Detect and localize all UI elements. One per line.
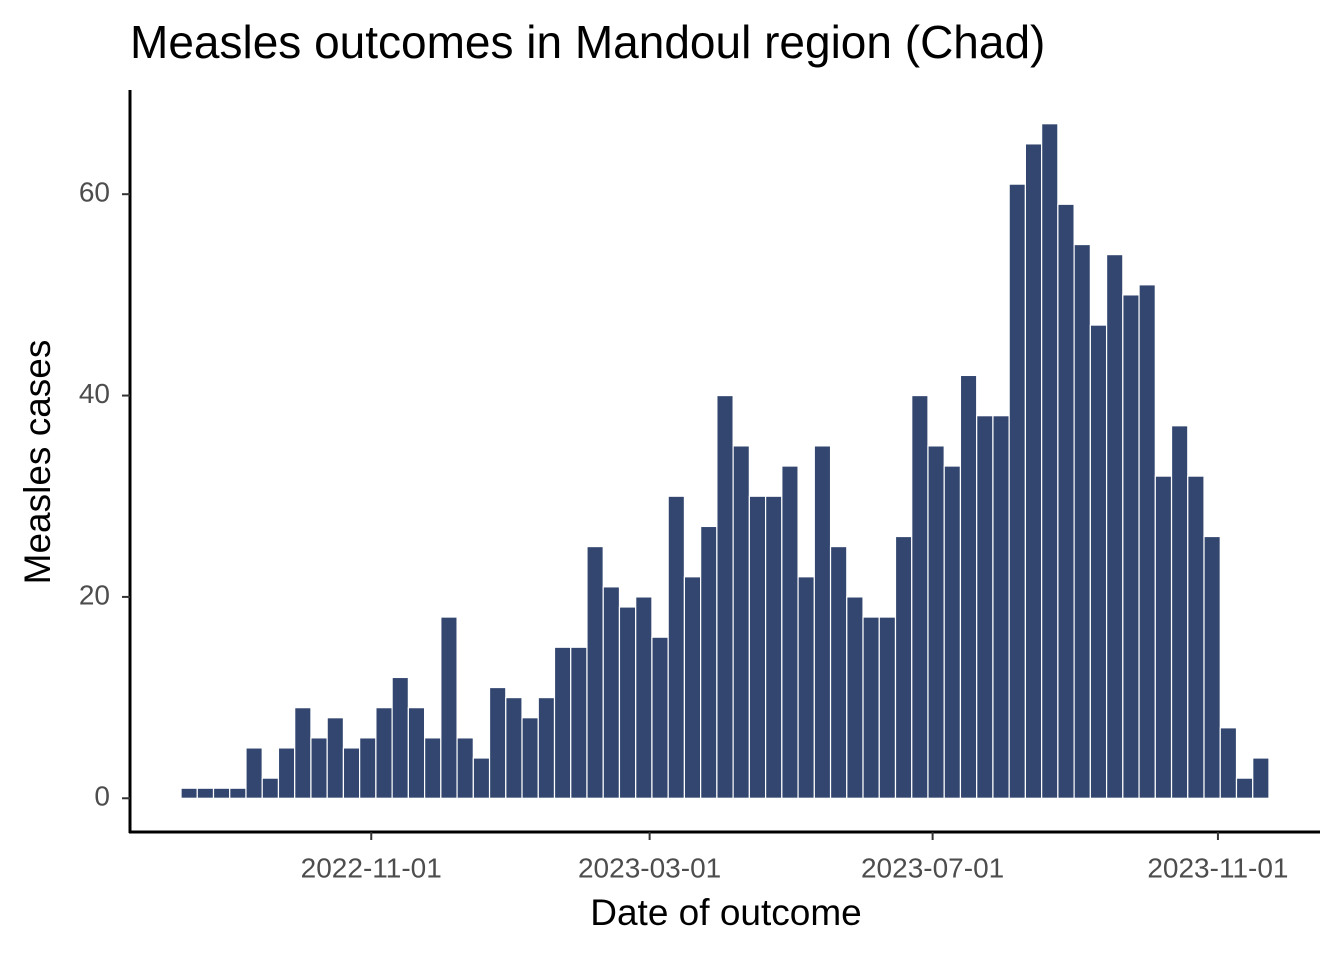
bar bbox=[1170, 425, 1189, 799]
bar bbox=[180, 787, 198, 799]
bar bbox=[651, 636, 669, 799]
bar bbox=[602, 586, 621, 799]
bar bbox=[1105, 254, 1124, 799]
x-tick-label: 2022-11-01 bbox=[301, 852, 442, 883]
bar bbox=[521, 717, 539, 799]
bar bbox=[1219, 727, 1238, 799]
bar bbox=[781, 465, 799, 799]
bar bbox=[570, 646, 588, 799]
bar bbox=[764, 495, 783, 799]
bar bbox=[894, 535, 913, 799]
y-axis-title: Measles cases bbox=[17, 340, 58, 585]
bar bbox=[342, 747, 361, 799]
bar bbox=[553, 646, 572, 799]
bar bbox=[1073, 243, 1091, 799]
y-tick-label: 20 bbox=[79, 579, 110, 610]
x-tick-label: 2023-07-01 bbox=[861, 852, 1004, 883]
bar bbox=[196, 787, 215, 799]
y-tick-label: 0 bbox=[94, 781, 110, 812]
bar bbox=[700, 525, 718, 799]
bar bbox=[992, 415, 1010, 799]
bar bbox=[245, 747, 263, 799]
bar bbox=[537, 696, 556, 799]
bar bbox=[976, 415, 994, 799]
bar bbox=[1122, 294, 1140, 799]
bar bbox=[1138, 284, 1156, 799]
bar bbox=[505, 696, 523, 799]
bar bbox=[456, 737, 474, 799]
bar bbox=[472, 757, 491, 799]
x-axis-title: Date of outcome bbox=[590, 892, 861, 933]
bar bbox=[1041, 123, 1059, 799]
bar bbox=[375, 707, 393, 799]
x-tick-label: 2023-11-01 bbox=[1147, 852, 1288, 883]
bar bbox=[667, 495, 686, 799]
bar bbox=[846, 596, 864, 799]
bar bbox=[488, 686, 507, 799]
bar bbox=[229, 787, 247, 799]
bar bbox=[813, 445, 832, 799]
bar bbox=[407, 707, 426, 799]
bar bbox=[1024, 143, 1043, 799]
bar bbox=[424, 737, 442, 799]
bar bbox=[277, 747, 296, 799]
bar bbox=[440, 616, 458, 799]
bar bbox=[683, 576, 702, 799]
bar bbox=[878, 616, 897, 799]
bar bbox=[911, 394, 929, 799]
bar bbox=[732, 445, 750, 799]
bar bbox=[310, 737, 328, 799]
bar bbox=[635, 596, 653, 799]
bar bbox=[1057, 203, 1075, 799]
bar bbox=[716, 394, 734, 799]
bar bbox=[927, 445, 945, 799]
bar bbox=[1187, 475, 1205, 799]
x-tick-label: 2023-03-01 bbox=[578, 852, 721, 883]
bar bbox=[797, 576, 815, 799]
y-tick-label: 60 bbox=[79, 177, 110, 208]
bar bbox=[943, 465, 962, 799]
bar bbox=[391, 676, 409, 799]
bar bbox=[959, 374, 978, 799]
bar bbox=[294, 707, 312, 799]
bar bbox=[212, 787, 231, 799]
bar bbox=[1252, 757, 1270, 799]
bar bbox=[862, 616, 880, 799]
bar bbox=[1203, 535, 1221, 799]
bar bbox=[359, 737, 377, 799]
y-tick-label: 40 bbox=[79, 378, 110, 409]
bar bbox=[586, 545, 604, 799]
bar bbox=[1235, 777, 1254, 799]
bar bbox=[829, 545, 848, 799]
bar bbox=[1089, 324, 1108, 799]
bar bbox=[618, 606, 637, 799]
bar bbox=[326, 717, 345, 799]
bar bbox=[1154, 475, 1173, 799]
chart-title: Measles outcomes in Mandoul region (Chad… bbox=[130, 16, 1045, 68]
bar bbox=[748, 495, 767, 799]
bar bbox=[1008, 183, 1026, 799]
bar bbox=[261, 777, 280, 799]
